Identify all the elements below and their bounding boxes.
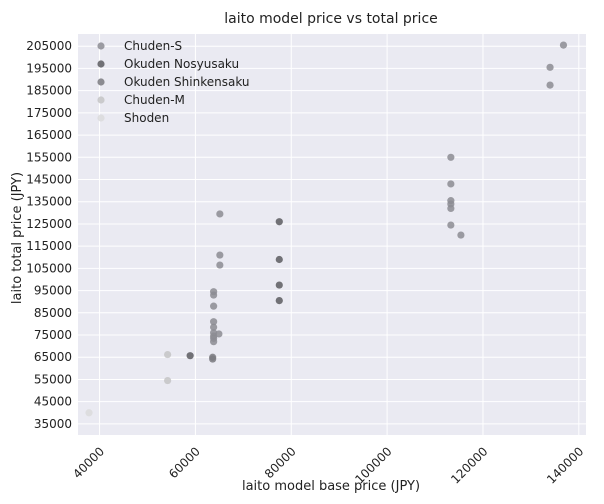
point-chuden-s <box>216 261 224 269</box>
y-tick-label: 205000 <box>26 39 72 53</box>
legend-marker-chuden-s <box>97 42 105 50</box>
point-chuden-s <box>210 302 218 310</box>
x-axis-title: laito model base price (JPY) <box>242 479 420 494</box>
y-tick-label: 165000 <box>26 128 72 142</box>
y-tick-label: 155000 <box>26 150 72 164</box>
legend-label-chuden-s: Chuden-S <box>124 39 182 53</box>
point-okuden-nosyusaku <box>275 218 283 226</box>
y-tick-label: 45000 <box>34 395 72 409</box>
legend: Chuden-S Okuden Nosyusaku Okuden Shinkensa… <box>97 39 250 125</box>
legend-marker-okuden-nosyusaku <box>97 60 105 68</box>
legend-marker-chuden-m <box>97 96 105 104</box>
y-tick-label: 65000 <box>34 350 72 364</box>
point-chuden-s <box>210 338 218 346</box>
point-chuden-s <box>210 291 218 299</box>
point-okuden-nosyusaku <box>275 255 283 264</box>
point-chuden-s <box>215 330 223 338</box>
legend-label-okuden-nosyusaku: Okuden Nosyusaku <box>124 57 239 71</box>
y-tick-label: 75000 <box>34 328 72 342</box>
point-chuden-s <box>447 204 455 212</box>
y-tick-label: 135000 <box>26 195 72 209</box>
point-chuden-s <box>210 318 218 326</box>
point-chuden-m <box>164 350 172 359</box>
y-tick-label: 85000 <box>34 306 72 320</box>
point-okuden-nosyusaku <box>186 352 194 360</box>
point-chuden-s <box>447 221 455 229</box>
point-chuden-s <box>210 323 218 331</box>
point-chuden-s <box>546 81 554 89</box>
y-tick-label: 55000 <box>34 372 72 386</box>
point-chuden-s <box>447 153 455 161</box>
plot-area <box>78 34 586 435</box>
y-tick-label: 185000 <box>26 84 72 98</box>
legend-marker-okuden-shinkensaku <box>97 78 105 86</box>
data-points <box>85 41 568 417</box>
point-chuden-m <box>164 376 172 385</box>
y-tick-label: 125000 <box>26 217 72 231</box>
y-axis-title: laito total price (JPY) <box>10 172 25 304</box>
y-tick-label: 105000 <box>26 261 72 275</box>
point-okuden-shinkensaku <box>209 355 217 363</box>
y-tick-label: 195000 <box>26 61 72 75</box>
grid-lines <box>78 34 586 435</box>
chart-title: laito model price vs total price <box>224 11 438 27</box>
point-chuden-s <box>216 251 224 259</box>
y-tick-label: 35000 <box>34 417 72 431</box>
y-tick-label: 175000 <box>26 106 72 120</box>
legend-label-okuden-shinkensaku: Okuden Shinkensaku <box>124 75 250 89</box>
y-tick-label: 145000 <box>26 173 72 187</box>
y-tick-label: 115000 <box>26 239 72 253</box>
point-chuden-s <box>457 231 465 239</box>
y-tick-label: 95000 <box>34 284 72 298</box>
point-chuden-s <box>447 180 455 188</box>
point-chuden-s <box>546 63 554 71</box>
point-shoden <box>85 409 93 417</box>
point-chuden-s <box>559 41 568 49</box>
legend-label-chuden-m: Chuden-M <box>124 93 185 107</box>
legend-marker-shoden <box>97 114 105 122</box>
point-okuden-nosyusaku <box>275 296 283 305</box>
y-axis-ticks: 35000 45000 55000 65000 75000 85000 95000 10500… <box>26 39 72 431</box>
point-okuden-nosyusaku <box>275 281 283 289</box>
point-chuden-s <box>216 210 224 218</box>
legend-label-shoden: Shoden <box>124 111 169 125</box>
